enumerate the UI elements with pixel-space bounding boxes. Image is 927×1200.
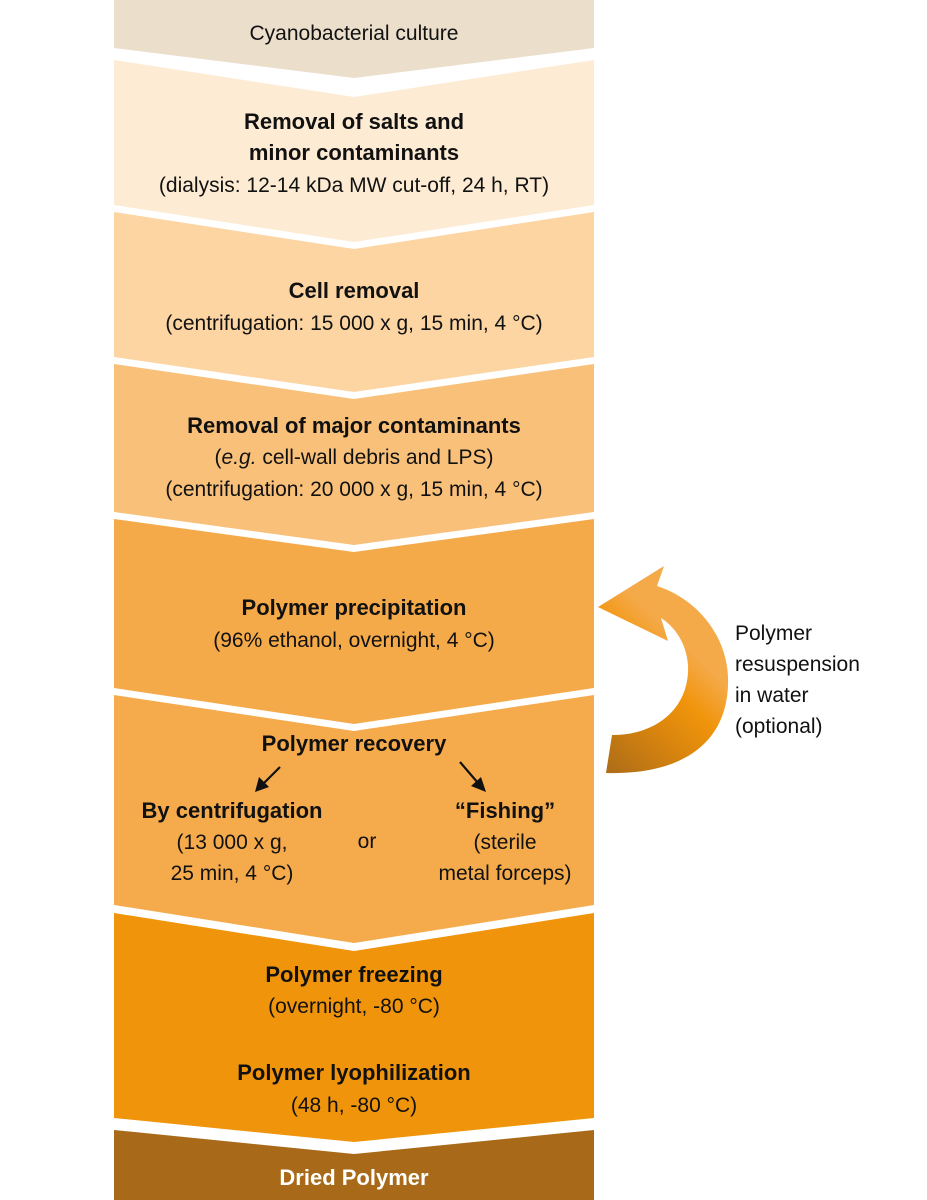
step-precipitation-detail: (96% ethanol, overnight, 4 °C)	[213, 629, 495, 652]
option-centrifugation-line1: (13 000 x g,	[176, 831, 288, 854]
step-freezing-detail: (overnight, -80 °C)	[268, 995, 440, 1018]
step-culture: Cyanobacterial culture	[249, 22, 459, 45]
option-centrifugation-line2: 25 min, 4 °C)	[170, 862, 294, 885]
step-band-8	[114, 1130, 594, 1200]
recovery-arrow-left	[261, 766, 281, 786]
loop-label-4: (optional)	[735, 715, 823, 738]
step-cell-removal-detail: (centrifugation: 15 000 x g, 15 min, 4 °…	[165, 312, 543, 335]
option-centrifugation-title: By centrifugation	[141, 798, 323, 823]
loop-arrow	[598, 566, 729, 774]
step-band-2	[114, 60, 594, 242]
step-freezing-title: Polymer freezing	[265, 962, 443, 987]
eg-text: e.g.	[221, 446, 257, 469]
step-desalting-title-1: Removal of salts and	[243, 109, 465, 134]
step-desalting-title-2: minor contaminants	[248, 140, 460, 165]
step-band-3	[114, 212, 594, 392]
step-major-contaminants-detail-1: (e.g. cell-wall debris and LPS)	[214, 446, 494, 469]
step-major-contaminants-detail-2: (centrifugation: 20 000 x g, 15 min, 4 °…	[165, 478, 543, 501]
loop-label-1: Polymer	[735, 622, 813, 645]
step-band-7	[114, 913, 594, 1142]
step-major-contaminants-title: Removal of major contaminants	[187, 413, 521, 438]
step-precipitation-title: Polymer precipitation	[241, 595, 467, 620]
loop-label-2: resuspension	[735, 653, 860, 676]
step-lyophilization-title: Polymer lyophilization	[237, 1060, 471, 1085]
step-band-6	[114, 695, 594, 943]
option-fishing-line1: (sterile	[473, 831, 537, 854]
step-lyophilization-detail: (48 h, -80 °C)	[290, 1094, 418, 1117]
step-recovery-title: Polymer recovery	[261, 731, 447, 756]
step-band-1	[114, 0, 594, 78]
loop-label-3: in water	[735, 684, 809, 707]
option-fishing-line2: metal forceps)	[438, 862, 572, 885]
or-label: or	[357, 830, 377, 853]
detail-rest: cell-wall debris and LPS)	[256, 446, 494, 469]
step-dried-polymer: Dried Polymer	[279, 1165, 429, 1190]
recovery-arrow-right-head	[471, 777, 486, 792]
option-fishing-title: “Fishing”	[454, 798, 556, 823]
recovery-arrow-left-head	[255, 777, 269, 792]
step-desalting-detail: (dialysis: 12-14 kDa MW cut-off, 24 h, R…	[158, 174, 550, 197]
recovery-arrow-right	[459, 761, 479, 784]
step-cell-removal-title: Cell removal	[288, 278, 420, 303]
step-band-4	[114, 364, 594, 545]
step-band-5	[114, 519, 594, 724]
